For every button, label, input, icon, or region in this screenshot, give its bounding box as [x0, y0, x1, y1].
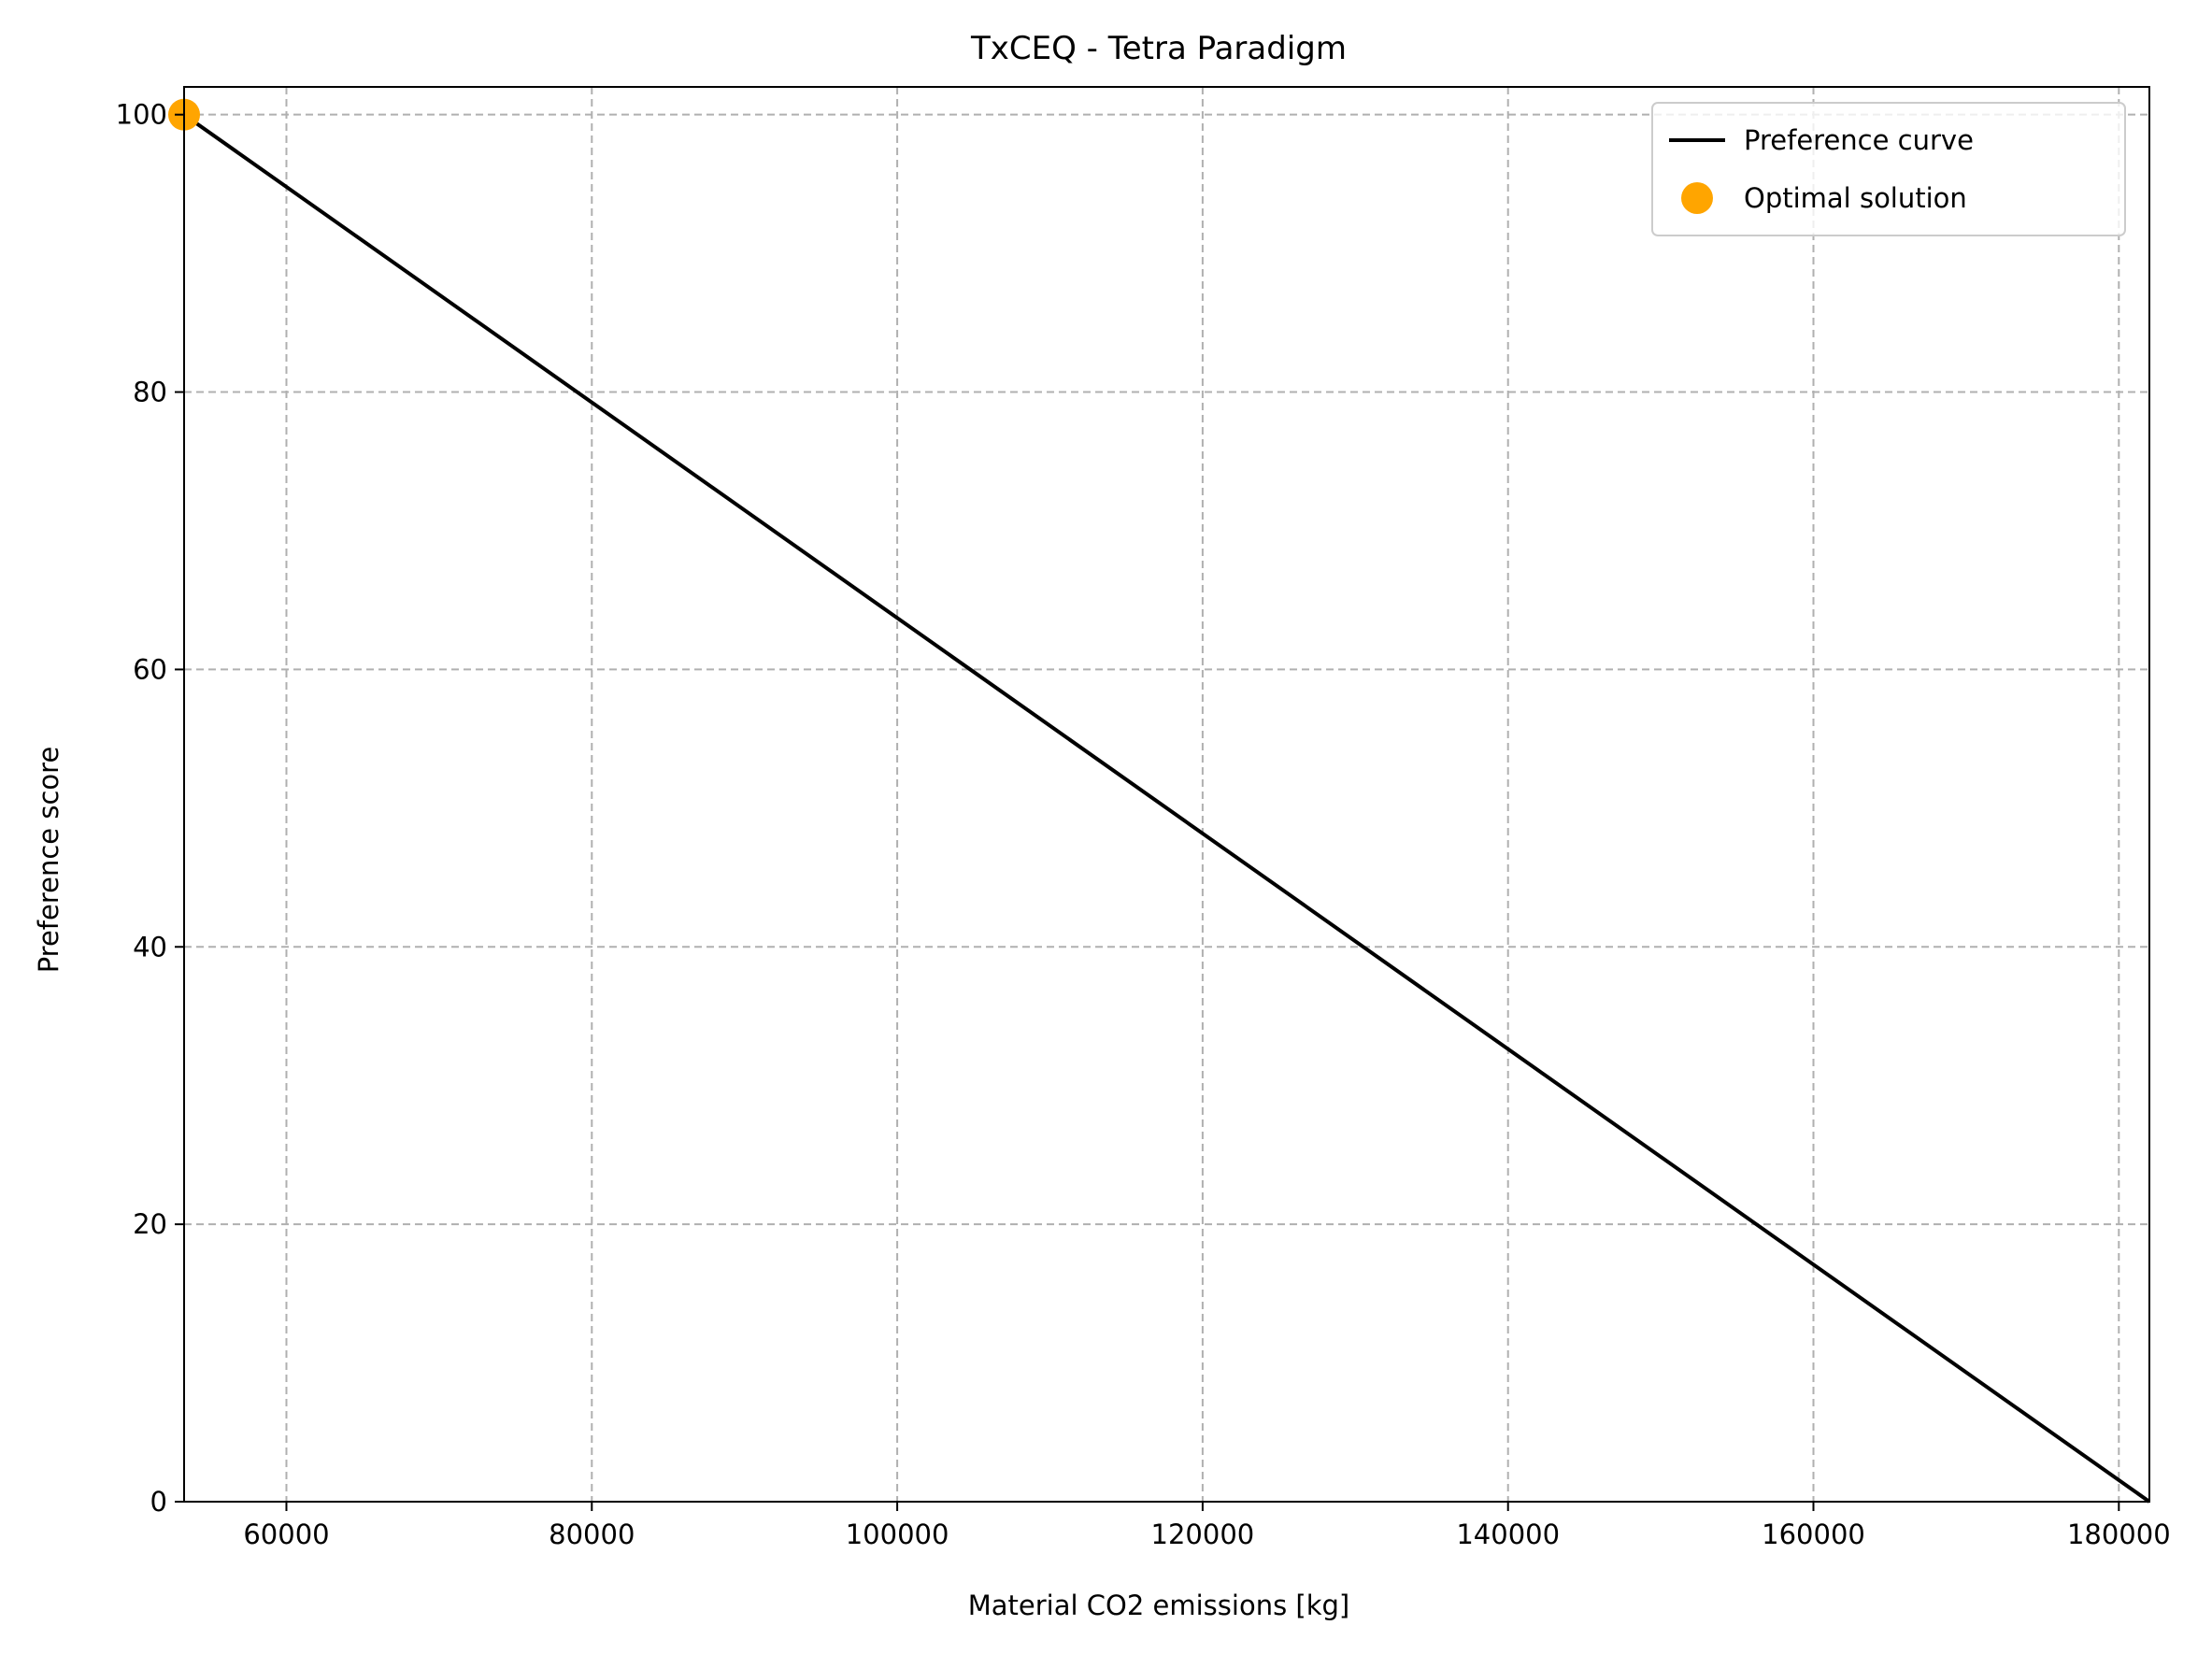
legend-marker-swatch	[1681, 182, 1713, 214]
x-tick-label: 160000	[1762, 1519, 1865, 1550]
x-tick-label: 140000	[1456, 1519, 1560, 1550]
x-tick-label: 180000	[2067, 1519, 2171, 1550]
legend-entry-label: Preference curve	[1744, 124, 1974, 156]
legend-box	[1651, 102, 2126, 236]
x-tick-label: 60000	[243, 1519, 329, 1550]
y-tick-label: 80	[133, 377, 167, 408]
x-tick-label: 120000	[1151, 1519, 1255, 1550]
axis-ticks: 60000 80000 100000 120000 140000 160000 180000…	[116, 99, 2171, 1550]
y-tick-label: 100	[116, 99, 167, 131]
plot-frame	[183, 86, 2150, 1503]
y-tick-label: 60	[133, 653, 167, 685]
preference-curve-line	[182, 113, 2151, 1504]
grid	[184, 87, 2149, 1503]
legend: Preference curve Optimal solution	[1651, 102, 2126, 236]
y-tick-label: 20	[133, 1208, 167, 1240]
y-axis-label: Preference score	[33, 747, 64, 974]
y-tick-label: 40	[133, 931, 167, 962]
x-axis-label: Material CO2 emissions [kg]	[968, 1590, 1349, 1621]
y-tick-label: 0	[150, 1486, 167, 1518]
x-tick-label: 80000	[549, 1519, 635, 1550]
x-tick-label: 100000	[846, 1519, 949, 1550]
chart-title: TxCEQ - Tetra Paradigm	[970, 30, 1347, 67]
legend-entry-label: Optimal solution	[1744, 182, 1967, 214]
